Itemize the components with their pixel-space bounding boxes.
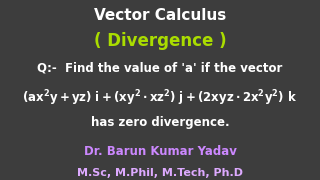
Text: Vector Calculus: Vector Calculus bbox=[94, 8, 226, 23]
Text: M.Sc, M.Phil, M.Tech, Ph.D: M.Sc, M.Phil, M.Tech, Ph.D bbox=[77, 168, 243, 178]
Text: has zero divergence.: has zero divergence. bbox=[91, 116, 229, 129]
Text: Q:-  Find the value of 'a' if the vector: Q:- Find the value of 'a' if the vector bbox=[37, 61, 283, 74]
Text: $\mathbf{(ax^2y+yz)\ i + (xy^2 \cdot xz^2)\ j + (2xyz \cdot 2x^2y^2)\ k}$: $\mathbf{(ax^2y+yz)\ i + (xy^2 \cdot xz^… bbox=[22, 88, 298, 108]
Text: Dr. Barun Kumar Yadav: Dr. Barun Kumar Yadav bbox=[84, 145, 236, 158]
Text: ( Divergence ): ( Divergence ) bbox=[94, 32, 226, 50]
